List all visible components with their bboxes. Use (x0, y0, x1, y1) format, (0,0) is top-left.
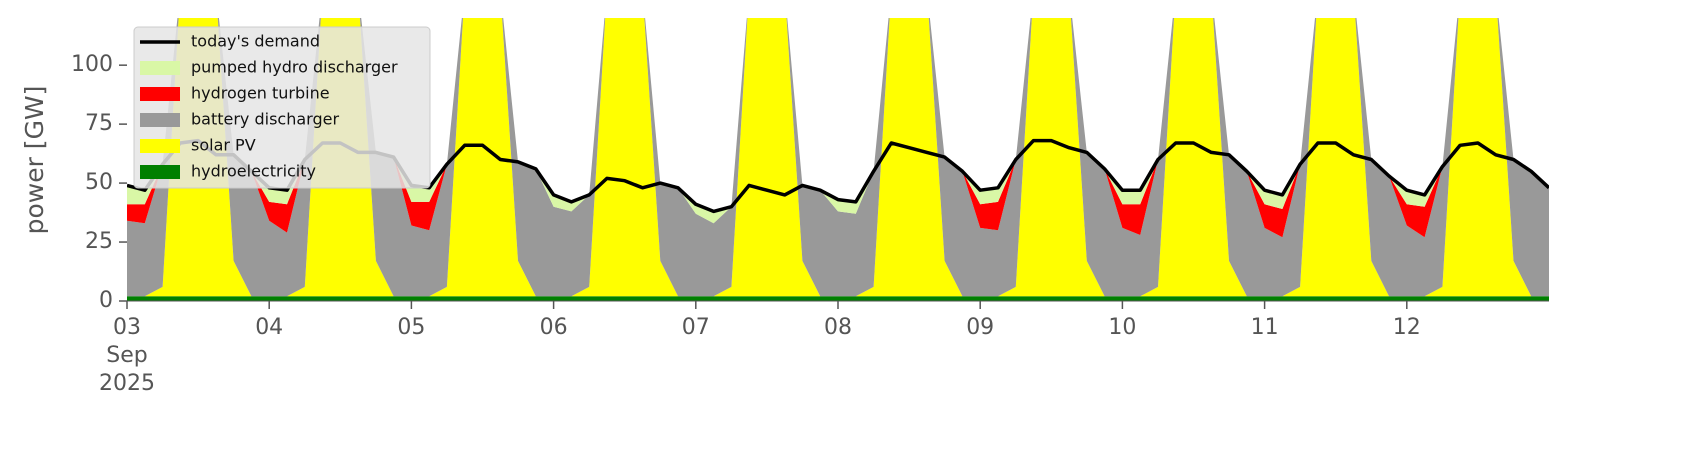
legend: today's demand pumped hydro discharger hyd… (133, 26, 431, 189)
axes: 0 25 50 75 100 (71, 52, 1549, 313)
x-tick-label: 03 Sep 2025 (99, 315, 155, 396)
y-tick-label: 100 (71, 52, 113, 77)
legend-label: battery discharger (191, 110, 339, 129)
legend-label: today's demand (191, 32, 320, 51)
area-series (127, 18, 1549, 238)
area-series (127, 18, 1549, 224)
legend-label: hydrogen turbine (191, 84, 330, 103)
legend-label: pumped hydro discharger (191, 58, 398, 77)
area-series (127, 18, 1549, 297)
x-tick-label: 06 (539, 315, 568, 340)
area-series (127, 296, 1549, 301)
x-tick-label: 04 (255, 315, 284, 340)
y-tick-label: 25 (85, 229, 113, 254)
x-tick-label: 07 (681, 315, 710, 340)
legend-swatch (140, 87, 180, 101)
legend-label: hydroelectricity (191, 162, 316, 181)
x-tick-label: 12 (1392, 315, 1421, 340)
y-tick-label: 50 (85, 170, 113, 195)
x-tick-label: 08 (824, 315, 852, 340)
legend-swatch (140, 113, 180, 127)
y-tick-label: 0 (99, 288, 113, 313)
y-tick-label: 75 (85, 111, 113, 136)
x-tick-label: 09 (966, 315, 995, 340)
x-tick-label: 05 (397, 315, 426, 340)
x-tick-label: 10 (1108, 315, 1137, 340)
x-tick-label: 11 (1250, 315, 1279, 340)
legend-box (133, 26, 431, 189)
y-axis-label: power [GW] (20, 86, 49, 235)
legend-swatch (140, 139, 180, 153)
legend-label: solar PV (191, 136, 256, 155)
legend-swatch (140, 61, 180, 75)
area-series (127, 18, 1549, 297)
legend-swatch (140, 165, 180, 179)
